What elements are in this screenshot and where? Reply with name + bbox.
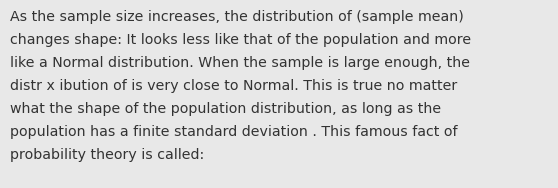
Text: As the sample size increases, the distribution of (sample mean): As the sample size increases, the distri… <box>10 10 464 24</box>
Text: distr x ibution of is very close to Normal. This is true no matter: distr x ibution of is very close to Norm… <box>10 79 457 93</box>
Text: population has a finite standard deviation . This famous fact of: population has a finite standard deviati… <box>10 125 458 139</box>
Text: probability theory is called:: probability theory is called: <box>10 148 204 162</box>
Text: like a Normal distribution. When the sample is large enough, the: like a Normal distribution. When the sam… <box>10 56 470 70</box>
Text: what the shape of the population distribution, as long as the: what the shape of the population distrib… <box>10 102 441 116</box>
Text: changes shape: It looks less like that of the population and more: changes shape: It looks less like that o… <box>10 33 471 47</box>
